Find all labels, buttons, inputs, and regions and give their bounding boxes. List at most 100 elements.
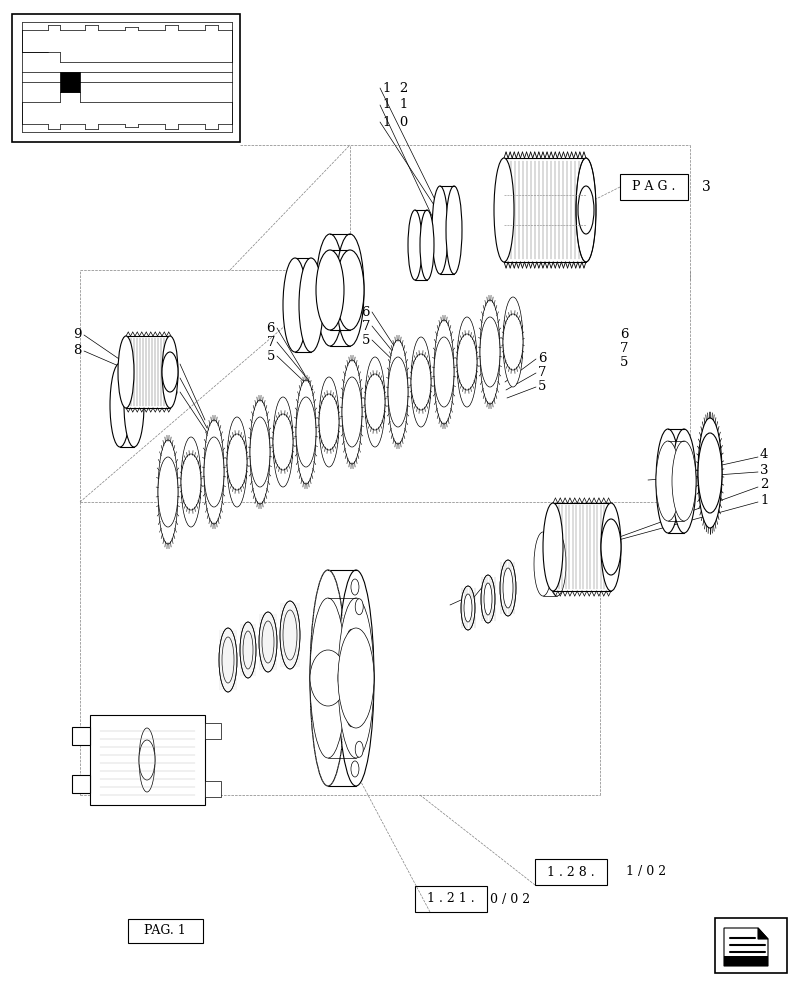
Text: 1  0: 1 0 (383, 115, 408, 128)
Ellipse shape (338, 570, 374, 786)
Ellipse shape (336, 250, 364, 330)
Ellipse shape (316, 250, 344, 330)
Ellipse shape (432, 186, 448, 274)
Ellipse shape (338, 598, 374, 758)
Ellipse shape (204, 420, 224, 524)
Ellipse shape (420, 210, 434, 280)
Bar (504, 158, 586, 262)
Text: 3: 3 (701, 180, 710, 194)
Text: P A G .: P A G . (633, 180, 675, 194)
Text: 6: 6 (267, 322, 275, 334)
Ellipse shape (299, 258, 323, 352)
Text: 5: 5 (170, 385, 178, 398)
Ellipse shape (388, 340, 408, 444)
Ellipse shape (139, 728, 155, 792)
Ellipse shape (181, 437, 201, 527)
Ellipse shape (356, 741, 364, 757)
Ellipse shape (250, 400, 270, 504)
Ellipse shape (351, 761, 359, 777)
Text: 7: 7 (361, 320, 370, 332)
Bar (620, 174, 688, 200)
Ellipse shape (310, 650, 346, 706)
Text: 7: 7 (170, 371, 178, 384)
Ellipse shape (484, 583, 492, 615)
Ellipse shape (457, 334, 477, 390)
Text: 1 . 2 1 .: 1 . 2 1 . (427, 892, 475, 906)
Ellipse shape (240, 622, 256, 678)
Bar (126, 336, 171, 408)
Ellipse shape (319, 394, 339, 450)
Text: 7: 7 (267, 336, 275, 349)
Ellipse shape (273, 397, 293, 487)
Ellipse shape (656, 441, 680, 521)
Ellipse shape (280, 601, 300, 669)
Ellipse shape (118, 336, 134, 408)
Ellipse shape (434, 337, 454, 407)
Ellipse shape (494, 158, 514, 262)
Ellipse shape (365, 357, 385, 447)
Ellipse shape (601, 503, 621, 591)
Ellipse shape (543, 503, 563, 591)
Ellipse shape (342, 360, 362, 464)
Ellipse shape (457, 317, 477, 407)
Ellipse shape (698, 418, 722, 528)
Ellipse shape (503, 297, 523, 387)
Text: 7: 7 (620, 342, 629, 356)
Ellipse shape (243, 631, 253, 669)
Bar (205, 723, 221, 739)
Ellipse shape (480, 300, 500, 404)
Bar (553, 503, 611, 591)
Ellipse shape (411, 337, 431, 427)
Text: 2: 2 (760, 479, 768, 491)
Ellipse shape (158, 440, 178, 544)
Ellipse shape (222, 637, 234, 683)
Ellipse shape (124, 363, 144, 447)
Ellipse shape (434, 320, 454, 424)
Ellipse shape (576, 158, 596, 262)
Ellipse shape (503, 314, 523, 370)
Bar (12, 14, 240, 142)
Ellipse shape (461, 586, 475, 630)
Ellipse shape (480, 317, 500, 387)
Text: 7: 7 (538, 366, 546, 379)
Ellipse shape (262, 621, 274, 663)
Ellipse shape (351, 579, 359, 595)
Bar (128, 919, 203, 943)
Text: 9: 9 (74, 328, 82, 342)
Ellipse shape (365, 374, 385, 430)
Polygon shape (724, 928, 768, 966)
Ellipse shape (503, 568, 513, 608)
Text: 5: 5 (620, 357, 629, 369)
Text: 4: 4 (760, 448, 768, 462)
Ellipse shape (481, 575, 495, 623)
Text: 1  2: 1 2 (383, 82, 408, 95)
Ellipse shape (464, 594, 472, 622)
Ellipse shape (500, 560, 516, 616)
Ellipse shape (338, 628, 374, 728)
Polygon shape (724, 956, 768, 966)
Bar (72, 775, 90, 793)
Ellipse shape (250, 417, 270, 487)
Polygon shape (758, 928, 768, 939)
Ellipse shape (347, 629, 356, 645)
Ellipse shape (347, 711, 356, 727)
Ellipse shape (162, 336, 178, 408)
Bar (715, 918, 787, 973)
Text: 5: 5 (362, 334, 370, 347)
Ellipse shape (139, 740, 155, 780)
Bar (205, 781, 221, 797)
Text: PAG. 1: PAG. 1 (144, 924, 186, 938)
Ellipse shape (259, 612, 277, 672)
Ellipse shape (181, 454, 201, 510)
Ellipse shape (204, 437, 224, 507)
Text: 6: 6 (361, 306, 370, 318)
Ellipse shape (388, 357, 408, 427)
Ellipse shape (672, 429, 696, 533)
Text: 1: 1 (760, 493, 768, 506)
Ellipse shape (310, 598, 346, 758)
Text: 5: 5 (538, 380, 546, 393)
Ellipse shape (227, 417, 247, 507)
Text: 1 / 0 2: 1 / 0 2 (626, 865, 666, 879)
Text: 0 / 0 2: 0 / 0 2 (490, 892, 530, 906)
Ellipse shape (227, 434, 247, 490)
